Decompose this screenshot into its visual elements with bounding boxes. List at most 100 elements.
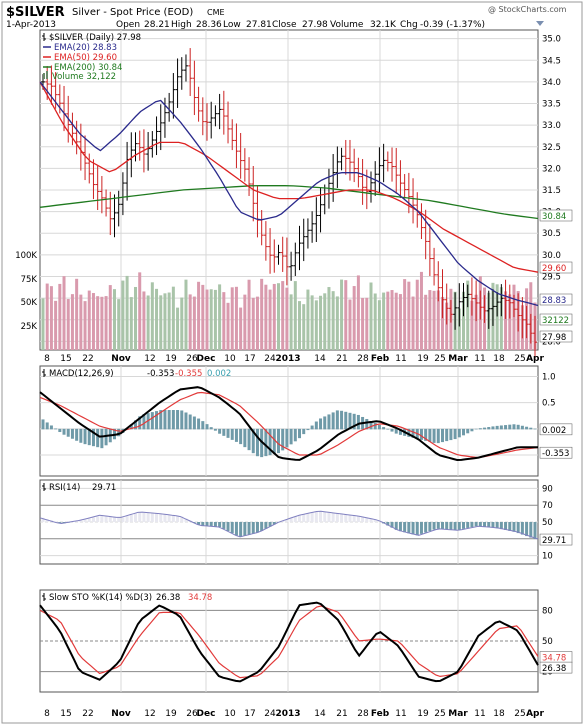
macd-histogram-bar (176, 410, 180, 430)
volume-bar (155, 288, 159, 350)
macd-histogram-bar (243, 428, 247, 448)
x-axis-label: 11 (474, 709, 485, 719)
volume-bar (419, 271, 423, 350)
volume-bar (104, 296, 108, 350)
x-axis-label: Dec (197, 709, 216, 719)
rsi-fill-bar (302, 514, 306, 522)
ema200-line (39, 185, 539, 220)
macd-histogram-bar (41, 419, 45, 430)
volume-bar (298, 301, 302, 350)
macd-histogram-bar (508, 424, 512, 430)
volume-bar (474, 294, 478, 350)
volume-bar (361, 297, 365, 350)
macd-histogram-bar (167, 410, 171, 430)
rsi-fill-bar (457, 522, 461, 530)
rsi-axis-label: 10 (542, 552, 553, 562)
rsi-fill-bar (239, 522, 243, 537)
volume-bar (340, 279, 344, 350)
volume-bar (108, 285, 112, 350)
macd-histogram-bar (134, 420, 138, 430)
macd-histogram-bar (180, 410, 184, 430)
macd-histogram-bar (226, 428, 230, 438)
x-axis-label: 19 (165, 354, 177, 364)
volume-bar (75, 278, 79, 350)
rsi-fill-bar (117, 517, 121, 522)
rsi-fill-bar (491, 522, 495, 528)
macd-histogram-bar (205, 424, 209, 430)
rsi-fill-bar (504, 522, 508, 530)
price-axis-label: 34.5 (542, 56, 561, 66)
rsi-fill-bar (176, 515, 180, 522)
rsi-fill-bar (520, 522, 524, 535)
volume-bar (281, 281, 285, 350)
volume-bar (276, 283, 280, 350)
rsi-fill-bar (356, 516, 360, 522)
volume-axis-label: 25K (21, 322, 38, 332)
macd-histogram-bar (197, 418, 201, 430)
volume-bar (331, 291, 335, 350)
close-tag: 27.98 (542, 333, 566, 343)
macd-histogram-bar (340, 410, 344, 430)
macd-hist-tag-box (539, 423, 573, 436)
high-value: 28.36 (196, 20, 222, 30)
macd-signal-value: -0.355 (175, 369, 202, 379)
macd-histogram-bar (411, 428, 415, 438)
macd-histogram-bar (251, 428, 255, 454)
symbol-label: $SILVER (6, 5, 65, 20)
rsi-fill-bar (386, 522, 390, 526)
rsi-line (39, 510, 539, 540)
volume-bar (138, 272, 142, 350)
volume-bar (129, 297, 133, 350)
rsi-fill-bar (466, 522, 470, 528)
rsi-fill-bar (428, 522, 432, 532)
x-axis-label: Mar (448, 709, 468, 719)
rsi-fill-bar (319, 511, 323, 522)
x-axis-label: 12 (144, 709, 155, 719)
volume-bar (91, 293, 95, 350)
rsi-fill-bar (234, 522, 238, 536)
rsi-fill-bar (306, 513, 310, 522)
rsi-fill-bar (192, 522, 196, 523)
sto-icon (42, 593, 46, 601)
rsi-fill-bar (377, 521, 381, 522)
volume-bar (134, 286, 138, 350)
x-axis-label: Apr (526, 354, 544, 364)
volume-bar (49, 286, 53, 350)
macd-histogram-bar (155, 411, 159, 430)
volume-bar (125, 275, 129, 350)
description-label: Silver - Spot Price (EOD) (72, 7, 193, 18)
macd-histogram-bar (398, 428, 402, 435)
price-legend: $SILVER (Daily) 27.98 EMA(20) 28.83 EMA(… (42, 33, 141, 82)
macd-histogram-bar (478, 428, 482, 430)
rsi-fill-bar (432, 522, 436, 530)
rsi-fill-bar (411, 522, 415, 535)
volume-bar (356, 275, 360, 350)
volume-bar (230, 287, 234, 350)
volume-bar (79, 294, 83, 350)
dropdown-arrow-icon[interactable] (536, 21, 544, 26)
volume-bar (466, 280, 470, 350)
x-axis-label: 22 (82, 354, 93, 364)
rsi-icon (42, 483, 46, 491)
macd-histogram-bar (163, 410, 167, 430)
volume-bar (352, 286, 356, 350)
rsi-fill-bar (365, 518, 369, 522)
macd-histogram-bar (533, 428, 537, 430)
rsi-fill-bar (79, 520, 83, 522)
x-axis-label: 19 (165, 709, 177, 719)
rsi-fill-bar (180, 516, 184, 522)
rsi-fill-bar (205, 522, 209, 526)
macd-histogram-bar (314, 421, 318, 430)
ema50-line (39, 81, 539, 273)
macd-title: MACD(12,26,9) (49, 369, 114, 379)
rsi-fill-bar (449, 522, 453, 530)
macd-histogram-bar (520, 425, 524, 430)
macd-histogram-bar (285, 428, 289, 448)
macd-histogram-bar (319, 418, 323, 430)
volume-bar (462, 291, 466, 350)
macd-histogram-bar (302, 428, 306, 435)
macd-histogram-bar (466, 428, 470, 434)
volume-bar (323, 293, 327, 350)
x-axis-label: Dec (197, 354, 216, 364)
macd-histogram-bar (331, 412, 335, 430)
